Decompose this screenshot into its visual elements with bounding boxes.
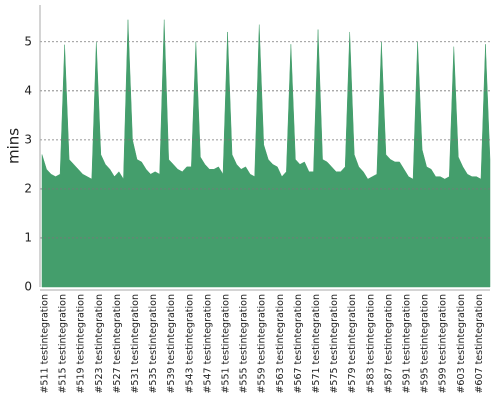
x-tick-label: #603 testintegration (456, 294, 467, 394)
x-tick-label: #539 testintegration (166, 294, 177, 394)
y-tick-label: 1 (24, 230, 32, 244)
x-tick-label: #551 testintegration (221, 294, 232, 394)
x-tick-label: #587 testintegration (383, 294, 394, 394)
x-tick-label: #595 testintegration (420, 294, 431, 394)
area (41, 19, 491, 288)
x-tick-label: #543 testintegration (184, 294, 195, 394)
y-tick-label: 3 (24, 132, 32, 146)
x-tick-label: #515 testintegration (58, 294, 69, 394)
y-tick-label: 0 (24, 280, 32, 294)
x-tick-label: #559 testintegration (257, 294, 268, 394)
x-tick-label: #571 testintegration (311, 294, 322, 394)
x-tick-label: #575 testintegration (329, 294, 340, 394)
x-tick-label: #579 testintegration (347, 294, 358, 394)
x-tick-label: #567 testintegration (293, 294, 304, 394)
x-tick-label: #535 testintegration (148, 294, 159, 394)
x-tick-label: #511 testintegration (40, 294, 51, 394)
x-tick-label: #523 testintegration (94, 294, 105, 394)
x-tick-label: #583 testintegration (365, 294, 376, 394)
x-tick-label: #563 testintegration (275, 294, 286, 394)
x-tick-label: #547 testintegration (202, 294, 213, 394)
y-tick-label: 5 (24, 34, 32, 48)
y-tick-label: 2 (24, 181, 32, 195)
x-tick-label: #591 testintegration (402, 294, 413, 394)
x-tick-label: #599 testintegration (438, 294, 449, 394)
x-tick-label: #555 testintegration (239, 294, 250, 394)
x-tick-label: #531 testintegration (130, 294, 141, 394)
x-tick-label: #519 testintegration (76, 294, 87, 394)
y-tick-label: 4 (24, 83, 32, 97)
x-tick-label: #527 testintegration (112, 294, 123, 394)
x-tick-label: #607 testintegration (474, 294, 485, 394)
y-axis-label: mins (5, 128, 23, 164)
